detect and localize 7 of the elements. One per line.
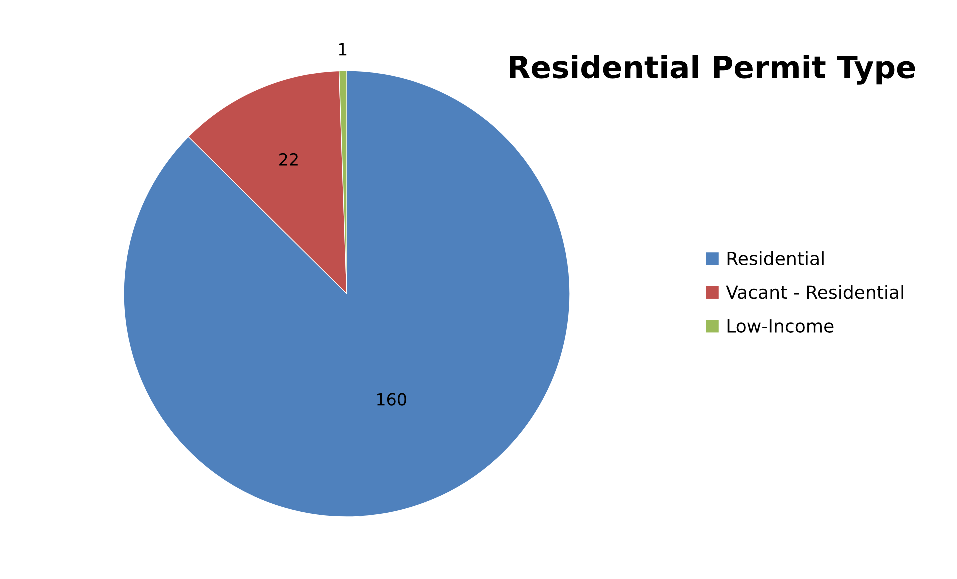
legend-label: Vacant - Residential	[726, 285, 904, 300]
data-label: 1	[339, 43, 347, 56]
chart-title: Residential Permit Type	[510, 55, 916, 85]
data-label: 22	[280, 153, 298, 166]
legend-label: Residential	[728, 252, 824, 266]
data-label: 160	[378, 393, 406, 406]
legend-label: Low-Income	[728, 320, 834, 333]
